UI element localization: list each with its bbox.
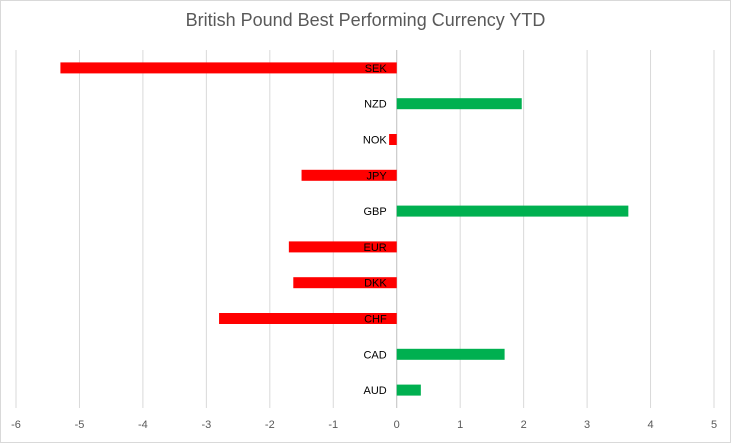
- bar-nzd: [396, 98, 522, 110]
- bar-aud: [396, 384, 421, 396]
- category-label-sek: SEK: [365, 63, 388, 75]
- bar-nok: [389, 134, 397, 145]
- bar-cad: [396, 348, 505, 360]
- x-axis-ticks: -6 -5 -4 -3 -2 -1 0 1 2 3 4 5: [11, 419, 717, 431]
- x-tick-label: 1: [457, 419, 463, 431]
- x-tick-label: 4: [647, 419, 653, 431]
- category-label-eur: EUR: [363, 242, 386, 254]
- category-label-gbp: GBP: [363, 206, 386, 218]
- x-tick-label: -6: [11, 419, 21, 431]
- category-label-dkk: DKK: [364, 278, 387, 290]
- category-label-nzd: NZD: [364, 99, 387, 111]
- bar-gbp: [396, 205, 629, 217]
- bar-dkk: [293, 277, 397, 289]
- x-tick-label: -2: [265, 419, 275, 431]
- category-labels: SEK NZD NOK JPY GBP EUR DKK CHF CAD AUD: [363, 63, 388, 397]
- x-tick-label: -3: [201, 419, 211, 431]
- x-tick-label: 3: [584, 419, 590, 431]
- x-tick-label: -4: [138, 419, 148, 431]
- x-tick-label: 2: [521, 419, 527, 431]
- chart-title: British Pound Best Performing Currency Y…: [185, 10, 546, 30]
- bar-eur: [288, 241, 397, 253]
- x-tick-label: 5: [711, 419, 717, 431]
- category-label-nok: NOK: [363, 135, 388, 147]
- bar-jpy: [301, 169, 397, 181]
- category-label-aud: AUD: [363, 385, 386, 397]
- gridlines: [15, 50, 715, 408]
- category-label-cad: CAD: [363, 349, 386, 361]
- bar-sek: [60, 62, 397, 74]
- x-tick-label: 0: [394, 419, 400, 431]
- bar-chf: [219, 313, 397, 324]
- x-tick-label: -5: [75, 419, 85, 431]
- category-label-jpy: JPY: [367, 170, 388, 182]
- bars: [60, 62, 629, 396]
- category-label-chf: CHF: [364, 314, 387, 326]
- x-tick-label: -1: [328, 419, 338, 431]
